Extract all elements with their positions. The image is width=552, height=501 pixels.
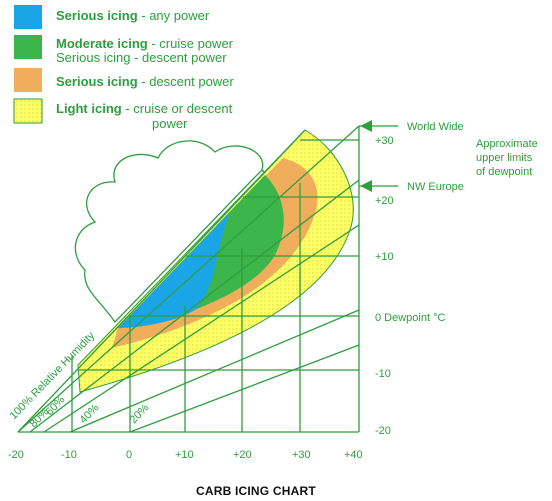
serious-icing-any-power-band — [118, 212, 230, 328]
y-tick: -20 — [375, 425, 391, 437]
approx-line-2: upper limits — [476, 152, 533, 164]
legend-swatch-blue — [14, 5, 42, 29]
legend-item-4-line2: power — [152, 116, 188, 131]
x-tick: +40 — [344, 449, 363, 461]
x-tick: +20 — [233, 449, 252, 461]
y-tick: +30 — [375, 135, 394, 147]
humidity-label-20: 20% — [128, 402, 152, 426]
y-tick: 0 Dewpoint °C — [375, 312, 445, 324]
legend-item-3: Serious icing - descent power — [56, 74, 234, 89]
chart-title: CARB ICING CHART — [196, 484, 316, 498]
legend-item-4: Light icing - cruise or descent — [56, 101, 233, 116]
legend-swatch-dark-green — [14, 35, 42, 59]
approx-line-3: of dewpoint — [476, 166, 532, 178]
nw-europe-arrow-icon — [360, 180, 372, 192]
legend-item-2-line2: Serious icing - descent power — [56, 50, 227, 65]
fog-cloud-outline — [74, 140, 264, 324]
legend-item-2: Moderate icing - cruise power — [56, 36, 234, 51]
nw-europe-label: NW Europe — [407, 181, 464, 193]
legend-swatch-orange — [14, 68, 42, 92]
y-tick: +20 — [375, 195, 394, 207]
y-tick: -10 — [375, 368, 391, 380]
x-tick: +30 — [292, 449, 311, 461]
x-tick-labels: -20 -10 0 +10 +20 +30 +40 — [8, 449, 363, 461]
grid — [17, 125, 360, 433]
approx-line-1: Approximate — [476, 138, 538, 150]
y-tick: +10 — [375, 251, 394, 263]
y-tick-labels: +30 +20 +10 0 Dewpoint °C -10 -20 — [375, 135, 445, 437]
x-tick: 0 — [126, 449, 132, 461]
world-wide-arrow-icon — [360, 120, 372, 132]
legend-swatch-yellow — [13, 98, 43, 124]
x-tick: -10 — [61, 449, 77, 461]
legend-item-1: Serious icing - any power — [56, 8, 210, 23]
humidity-label-40: 40% — [78, 402, 102, 426]
world-wide-label: World Wide — [407, 121, 464, 133]
x-tick: -20 — [8, 449, 24, 461]
x-tick: +10 — [175, 449, 194, 461]
legend: Serious icing - any power Moderate icing… — [13, 5, 234, 131]
dewpoint-limit-arrows — [359, 120, 398, 192]
